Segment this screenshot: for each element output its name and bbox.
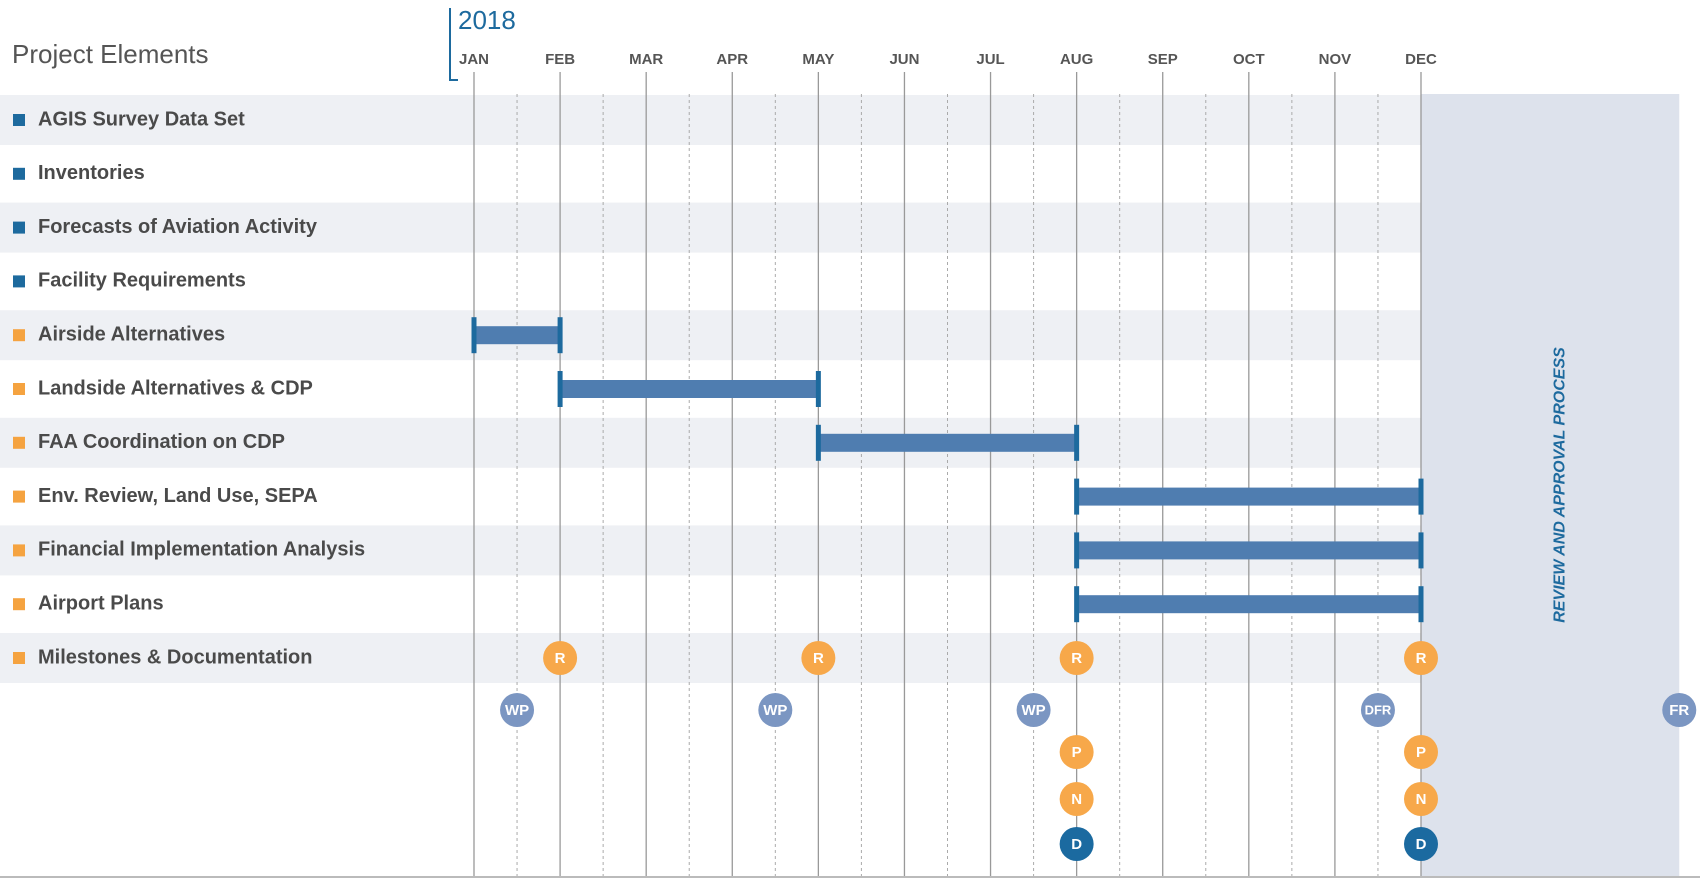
row-band: [0, 202, 1421, 253]
bar-cap: [1418, 478, 1424, 515]
month-label: OCT: [1233, 51, 1265, 68]
year-bracket: [449, 8, 458, 81]
task-label: Facility Requirements: [38, 270, 246, 292]
milestone: [1404, 641, 1438, 675]
milestone-label: P: [1072, 744, 1082, 761]
month-label: MAR: [629, 51, 663, 68]
task-bar: [818, 433, 1077, 452]
milestone-label: N: [1071, 791, 1082, 808]
task-marker: [13, 114, 25, 126]
review-label: REVIEW AND APPROVAL PROCESS: [1551, 347, 1568, 623]
task-marker: [13, 436, 25, 449]
task-bar: [1076, 541, 1421, 560]
milestone: [1059, 782, 1094, 816]
month-label: JAN: [459, 51, 489, 68]
task-label: Forecasts of Aviation Activity: [38, 216, 318, 238]
chart-title: Project Elements: [12, 39, 209, 69]
month-label: FEB: [545, 51, 575, 68]
milestone: [543, 641, 578, 675]
milestone: [758, 693, 793, 727]
task-marker: [13, 383, 25, 395]
task-label: Airside Alternatives: [38, 323, 225, 345]
month-label: JUL: [976, 51, 1004, 68]
milestone: [801, 641, 836, 675]
milestone-label: R: [813, 650, 824, 667]
milestone: [1059, 735, 1094, 769]
task-marker: [13, 598, 25, 611]
task-marker: [13, 167, 25, 180]
task-marker: [13, 221, 25, 234]
month-label: NOV: [1319, 51, 1352, 68]
task-label: AGIS Survey Data Set: [38, 108, 245, 130]
task-marker: [13, 490, 25, 503]
bar-cap: [1074, 586, 1080, 623]
milestone-label: R: [1071, 650, 1082, 667]
milestone-label: P: [1416, 744, 1426, 761]
milestone-label: D: [1416, 836, 1427, 853]
row-band: [0, 310, 1421, 361]
milestone-label: WP: [505, 702, 529, 719]
bar-cap: [557, 371, 563, 407]
task-label: Airport Plans: [38, 592, 164, 614]
task-bar: [474, 326, 561, 345]
task-marker: [13, 652, 25, 664]
milestone-label: D: [1071, 836, 1082, 853]
bar-cap: [1418, 532, 1424, 569]
milestone: [1360, 693, 1395, 727]
task-label: FAA Coordination on CDP: [38, 431, 285, 453]
bar-cap: [815, 371, 821, 407]
task-marker: [13, 329, 25, 342]
milestone-label: R: [555, 650, 566, 667]
milestone-label: N: [1416, 791, 1427, 808]
task-label: Landside Alternatives & CDP: [38, 377, 313, 399]
milestone: [1016, 693, 1051, 727]
year-label: 2018: [458, 5, 516, 35]
milestone: [1059, 827, 1094, 861]
task-label: Milestones & Documentation: [38, 646, 312, 668]
month-label: JUN: [889, 51, 919, 68]
bar-cap: [557, 317, 563, 354]
milestone: [1059, 641, 1094, 675]
milestone-label: R: [1416, 650, 1427, 667]
month-label: SEP: [1148, 51, 1178, 68]
month-label: AUG: [1060, 51, 1093, 68]
milestone-label: WP: [763, 702, 787, 719]
row-band: [0, 95, 1421, 145]
milestone-label: DFR: [1365, 702, 1392, 717]
row-band: [0, 417, 1421, 468]
row-band: [0, 633, 1421, 683]
task-label: Env. Review, Land Use, SEPA: [38, 485, 318, 507]
month-label: DEC: [1405, 51, 1437, 68]
bar-cap: [1074, 532, 1080, 569]
month-label: MAY: [802, 51, 834, 68]
milestone-label: WP: [1022, 702, 1046, 719]
month-label: APR: [716, 51, 748, 68]
milestone: [1404, 782, 1438, 816]
review-region: [1421, 94, 1680, 877]
milestone: [1404, 735, 1438, 769]
bar-cap: [1418, 586, 1424, 623]
milestone: [500, 693, 535, 727]
task-marker: [13, 275, 25, 288]
task-bar: [1076, 595, 1421, 614]
task-marker: [13, 544, 25, 557]
task-bar: [560, 380, 819, 398]
bar-cap: [471, 317, 477, 354]
task-label: Financial Implementation Analysis: [38, 539, 365, 561]
bar-cap: [1074, 478, 1080, 515]
task-label: Inventories: [38, 162, 145, 184]
milestone: [1404, 827, 1438, 861]
milestone-label: FR: [1669, 702, 1689, 719]
task-bar: [1076, 487, 1421, 506]
milestone: [1662, 693, 1697, 727]
bar-cap: [815, 424, 821, 461]
bar-cap: [1074, 424, 1080, 461]
